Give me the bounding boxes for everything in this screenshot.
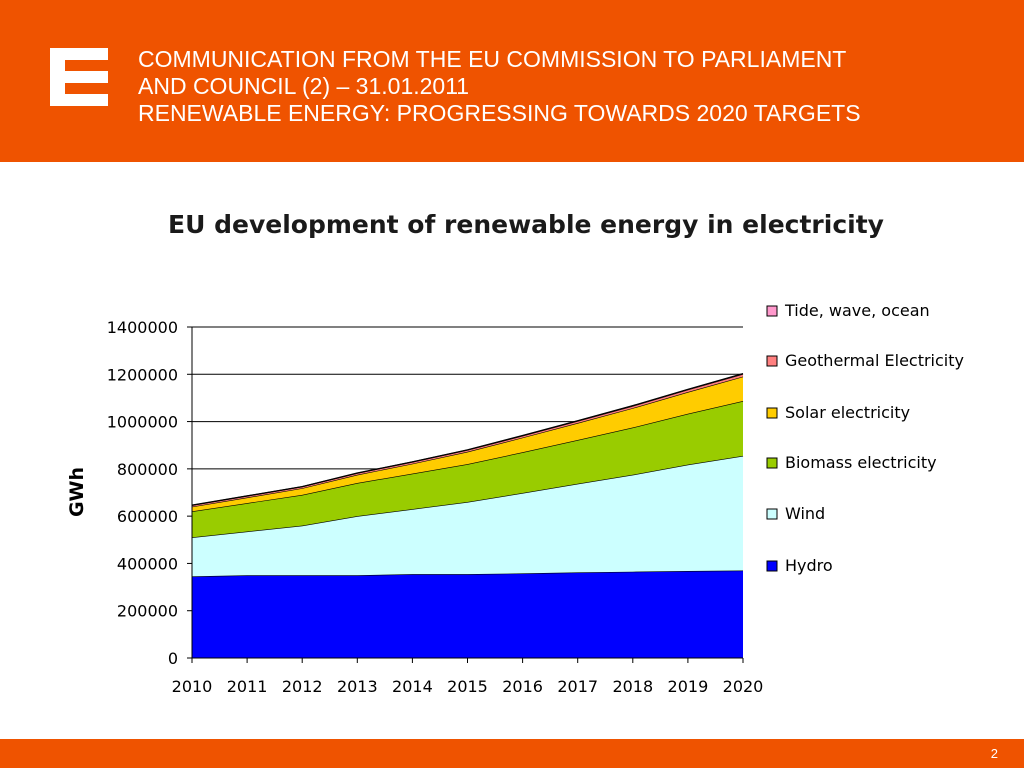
legend-label-hydro: Hydro (785, 556, 833, 575)
legend-label-wind: Wind (785, 504, 825, 523)
y-tick-label: 1000000 (107, 413, 178, 432)
legend-label-solar-electricity: Solar electricity (785, 403, 910, 422)
series-area-biomass-electricity (192, 401, 743, 538)
x-tick-label: 2013 (337, 677, 378, 696)
legend-label-geothermal-electricity: Geothermal Electricity (785, 351, 964, 370)
page-title: COMMUNICATION FROM THE EU COMMISSION TO … (138, 46, 1018, 127)
x-tick-label: 2012 (282, 677, 323, 696)
legend-label-biomass-electricity: Biomass electricity (785, 453, 937, 472)
y-tick-label: 1200000 (107, 365, 178, 384)
legend-swatch-biomass-electricity (766, 457, 778, 469)
series-area-wind (192, 455, 743, 577)
axes: 0 200000 400000 600000 800000 1000000 1200000 1… (107, 318, 764, 696)
footer-bar: 2 (0, 739, 1024, 768)
legend-swatch-tide-wave-ocean (766, 305, 778, 317)
legend-swatch-geothermal-electricity (766, 355, 778, 367)
x-tick-label: 2019 (668, 677, 709, 696)
series-area-hydro (192, 570, 743, 658)
title-line-2: AND COUNCIL (2) – 31.01.2011 (138, 73, 470, 99)
x-tick-label: 2015 (447, 677, 488, 696)
x-tick-label: 2017 (557, 677, 598, 696)
legend-label-tide-wave-ocean: Tide, wave, ocean (784, 301, 930, 320)
y-tick-label: 800000 (117, 460, 178, 479)
stacked-area-chart: EU development of renewable energy in el… (66, 210, 964, 696)
page-number: 2 (990, 746, 998, 761)
x-tick-label: 2014 (392, 677, 433, 696)
cez-logo-icon (50, 48, 108, 106)
x-tick-label: 2011 (227, 677, 268, 696)
x-tick-label: 2010 (172, 677, 213, 696)
y-tick-label: 200000 (117, 602, 178, 621)
legend-swatch-wind (766, 508, 778, 520)
y-tick-label: 600000 (117, 507, 178, 526)
y-tick-label: 0 (168, 649, 178, 668)
y-tick-label: 1400000 (107, 318, 178, 337)
legend-swatch-hydro (766, 560, 778, 572)
y-axis-label: GWh (66, 467, 88, 517)
header-bar: COMMUNICATION FROM THE EU COMMISSION TO … (0, 0, 1024, 162)
x-tick-label: 2018 (612, 677, 653, 696)
title-line-1: COMMUNICATION FROM THE EU COMMISSION TO … (138, 46, 847, 72)
x-tick-label: 2020 (723, 677, 764, 696)
title-line-3: RENEWABLE ENERGY: PROGRESSING TOWARDS 20… (138, 100, 861, 126)
y-tick-label: 400000 (117, 554, 178, 573)
chart-title: EU development of renewable energy in el… (168, 210, 884, 239)
x-tick-label: 2016 (502, 677, 543, 696)
series-line-tide-wave-ocean (191, 373, 744, 506)
legend-swatch-solar-electricity (766, 407, 778, 419)
area-series (191, 373, 744, 658)
legend: Tide, wave, ocean Geothermal Electricity S… (766, 301, 964, 575)
